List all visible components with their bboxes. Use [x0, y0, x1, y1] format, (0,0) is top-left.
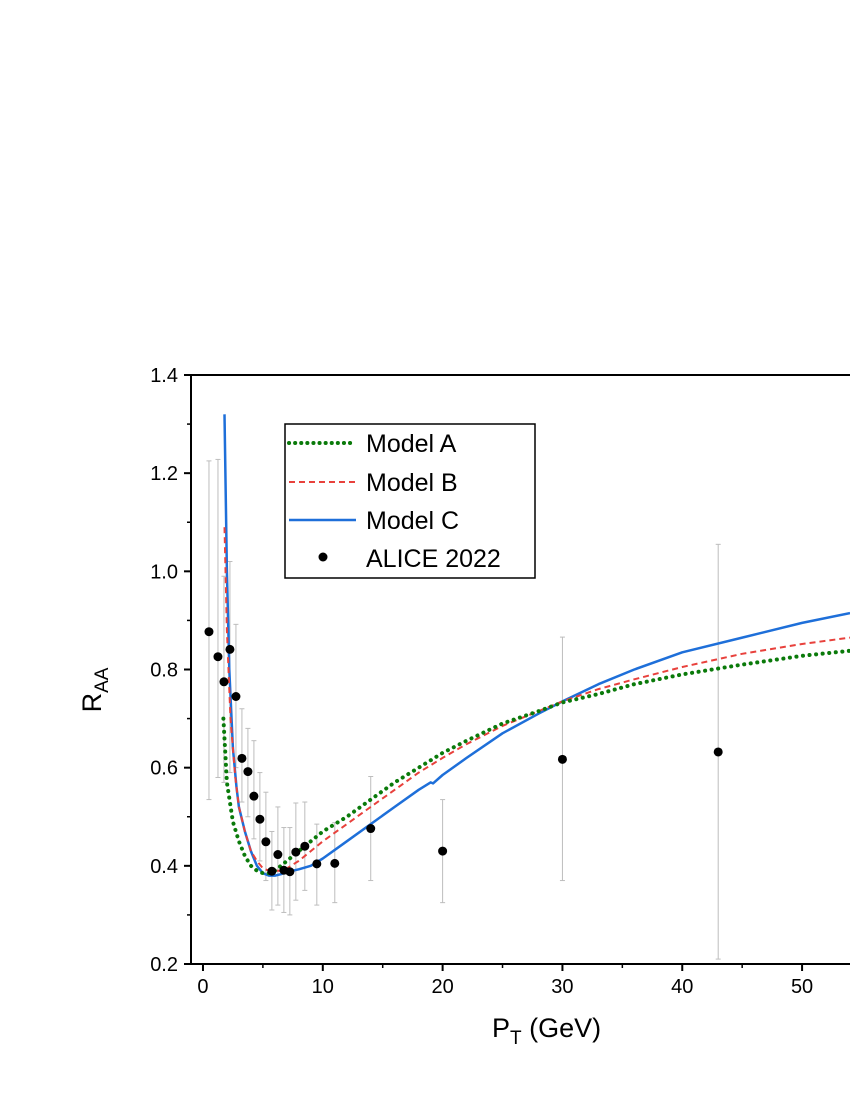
x-tick-label: 20 — [431, 976, 453, 998]
x-tick-label: 50 — [791, 976, 813, 998]
legend-item-model-c: Model C — [289, 507, 459, 535]
legend-box — [284, 423, 536, 579]
series-line-model-a — [221, 648, 850, 876]
x-axis-ticks: 0 10 20 30 40 50 — [197, 964, 813, 998]
x-tick-label: 40 — [671, 976, 693, 998]
y-tick-label: 0.6 — [150, 758, 178, 780]
series-line-model-b — [223, 527, 850, 872]
legend-label-model-c: Model C — [366, 507, 459, 535]
legend-item-model-a: Model A — [287, 430, 457, 458]
series-line-model-c — [223, 414, 850, 877]
data-points — [204, 627, 723, 877]
data-point — [225, 644, 235, 654]
data-point — [312, 859, 322, 869]
data-point — [366, 824, 376, 834]
data-point — [249, 791, 259, 801]
legend-swatch-alice-2022 — [318, 552, 328, 562]
x-tick-label: 10 — [312, 976, 334, 998]
y-axis-ticks: 0.2 0.4 0.6 0.8 1.0 1.2 1.4 — [150, 365, 191, 976]
y-tick-label: 1.0 — [150, 561, 178, 583]
legend-label-alice-2022: ALICE 2022 — [366, 545, 501, 573]
y-tick-label: 0.8 — [150, 660, 178, 682]
y-axis-title: RAA — [77, 667, 113, 712]
legend-item-alice-2022: ALICE 2022 — [318, 545, 501, 573]
legend-item-model-b: Model B — [289, 469, 458, 497]
y-tick-label: 1.4 — [150, 365, 178, 387]
data-point — [255, 814, 265, 824]
x-tick-label: 0 — [197, 976, 208, 998]
y-tick-label: 1.2 — [150, 463, 178, 485]
data-point — [213, 652, 223, 662]
data-point — [243, 767, 253, 777]
data-point — [300, 841, 310, 851]
data-point — [219, 677, 229, 687]
data-point — [291, 847, 301, 857]
legend-label-model-b: Model B — [366, 469, 458, 497]
data-point — [231, 691, 241, 701]
data-point — [330, 858, 340, 868]
model-lines — [221, 414, 850, 877]
x-axis-title: PT (GeV) — [492, 1013, 601, 1049]
data-point — [267, 866, 277, 876]
data-point — [285, 867, 295, 877]
y-tick-label: 0.4 — [150, 856, 178, 878]
data-point — [557, 754, 567, 764]
data-point — [261, 837, 271, 847]
legend: Model A Model B Model C ALICE 2022 — [284, 423, 536, 579]
data-point — [438, 846, 448, 856]
data-point — [204, 627, 214, 637]
legend-label-model-a: Model A — [366, 430, 457, 458]
y-tick-label: 0.2 — [150, 954, 178, 976]
x-tick-label: 30 — [551, 976, 573, 998]
data-point — [273, 850, 283, 860]
data-point — [713, 747, 723, 757]
data-point — [237, 753, 247, 763]
